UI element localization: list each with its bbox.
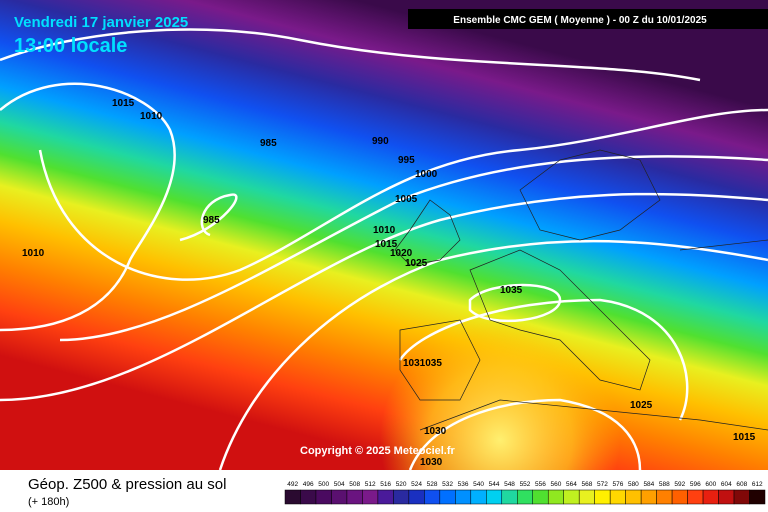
- scale-swatch: [640, 489, 657, 505]
- footer-lead: (+ 180h): [28, 496, 69, 508]
- scale-label: 492: [287, 481, 298, 488]
- scale-label: 536: [458, 481, 469, 488]
- scale-swatch: [424, 489, 441, 505]
- scale-label: 504: [334, 481, 345, 488]
- scale-label: 564: [566, 481, 577, 488]
- scale-label: 556: [535, 481, 546, 488]
- scale-swatch: [331, 489, 348, 505]
- scale-swatch: [439, 489, 456, 505]
- isobar-label: 985: [203, 215, 220, 226]
- isobar-label: 1000: [415, 169, 438, 180]
- scale-label: 572: [597, 481, 608, 488]
- scale-swatch: [532, 489, 549, 505]
- isobar-label: 990: [372, 136, 389, 147]
- scale-swatch: [501, 489, 518, 505]
- scale-label: 496: [303, 481, 314, 488]
- scale-label: 584: [643, 481, 654, 488]
- isobar-label: 1005: [395, 194, 418, 205]
- scale-label: 532: [442, 481, 453, 488]
- isobar-label: 1025: [630, 400, 653, 411]
- warm-core: [0, 0, 768, 470]
- scale-swatch: [718, 489, 735, 505]
- scale-label: 604: [721, 481, 732, 488]
- scale-swatch: [625, 489, 642, 505]
- isobar-label: 1030: [424, 426, 447, 437]
- scale-label: 508: [349, 481, 360, 488]
- scale-label: 588: [659, 481, 670, 488]
- isobar-label: 995: [398, 155, 415, 166]
- isobar-label: 985: [260, 138, 277, 149]
- scale-swatch: [733, 489, 750, 505]
- scale-swatch: [346, 489, 363, 505]
- isobar-label: 1015: [733, 432, 756, 443]
- isobar-label: 1035: [500, 285, 523, 296]
- date: Vendredi 17 janvier 2025: [14, 14, 188, 31]
- isobar-label: 1025: [405, 258, 428, 269]
- scale-label: 560: [551, 481, 562, 488]
- time: 13:00 locale: [14, 35, 127, 57]
- scale-swatch: [609, 489, 626, 505]
- scale-label: 544: [489, 481, 500, 488]
- scale-label: 548: [504, 481, 515, 488]
- isobar-label: 1015: [375, 239, 398, 250]
- scale-swatch: [517, 489, 533, 505]
- scale-swatch: [594, 489, 611, 505]
- isobar-label: 1031035: [403, 358, 442, 369]
- scale-swatch: [749, 489, 766, 505]
- scale-swatch: [486, 489, 503, 505]
- scale-swatch: [470, 489, 487, 505]
- scale-label: 552: [520, 481, 531, 488]
- isobar-label: 1010: [373, 225, 396, 236]
- scale-swatch: [563, 489, 580, 505]
- scale-swatch: [300, 489, 317, 505]
- scale-label: 568: [582, 481, 593, 488]
- scale-label: 592: [674, 481, 685, 488]
- scale-label: 576: [612, 481, 623, 488]
- scale-swatch: [315, 489, 332, 505]
- copyright: Copyright © 2025 Meteociel.fr: [300, 445, 456, 457]
- coastlines: [394, 149, 768, 431]
- scale-label: 520: [396, 481, 407, 488]
- model-banner-bg: [408, 9, 768, 29]
- scale-label: 600: [705, 481, 716, 488]
- isobar-label: 1030: [420, 457, 443, 468]
- scale-swatch: [578, 489, 595, 505]
- scale-label: 516: [380, 481, 391, 488]
- scale-label: 612: [752, 481, 763, 488]
- scale-swatch: [656, 489, 673, 505]
- scale-label: 512: [365, 481, 376, 488]
- scale-swatch: [455, 489, 472, 505]
- model-banner: Ensemble CMC GEM ( Moyenne ) - 00 Z du 1…: [453, 15, 707, 26]
- scale-swatch: [671, 489, 688, 505]
- scale-swatch: [687, 489, 704, 505]
- isobar-label: 1010: [140, 111, 163, 122]
- scale-label: 540: [473, 481, 484, 488]
- scale-label: 596: [690, 481, 701, 488]
- scale-swatch: [408, 489, 425, 505]
- scale-label: 580: [628, 481, 639, 488]
- scale-swatch: [377, 489, 394, 505]
- isobars: [0, 28, 768, 471]
- scale-swatch: [393, 489, 410, 505]
- scale-label: 608: [736, 481, 747, 488]
- scale-swatch: [362, 489, 379, 505]
- footer-title: Géop. Z500 & pression au sol: [28, 476, 226, 493]
- scale-label: 524: [411, 481, 422, 488]
- scale-label: 500: [318, 481, 329, 488]
- scale-swatch: [547, 489, 564, 505]
- scale-swatch: [702, 489, 719, 505]
- isobar-label: 1020: [390, 248, 413, 259]
- scale-swatch: [284, 489, 301, 505]
- isobar-label: 1010: [22, 248, 45, 259]
- scale-label: 528: [427, 481, 438, 488]
- isobar-label: 1015: [112, 98, 135, 109]
